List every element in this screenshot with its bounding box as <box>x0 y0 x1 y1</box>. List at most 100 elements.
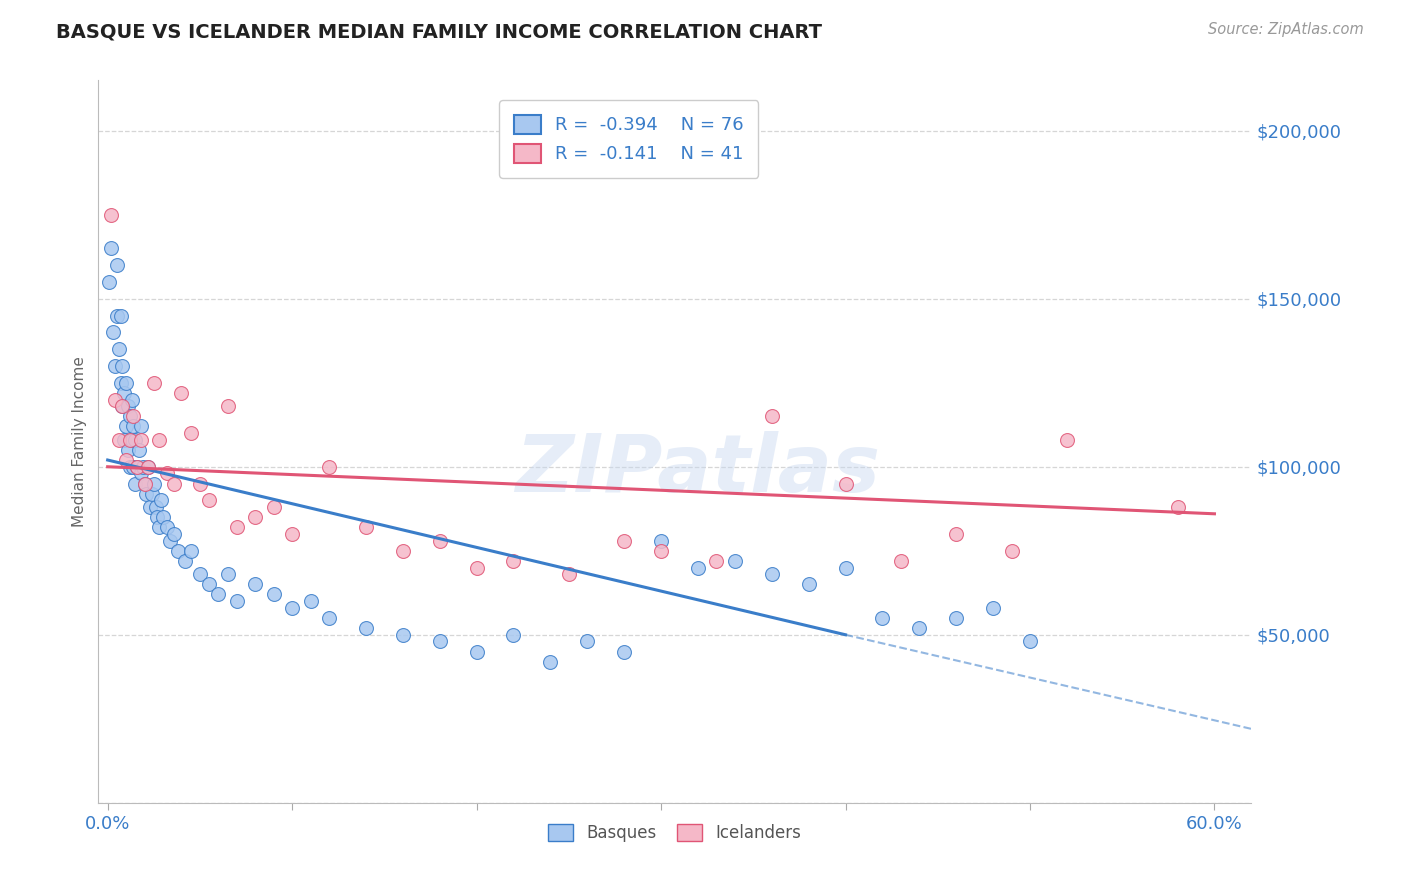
Point <box>117 399 139 413</box>
Point <box>174 554 197 568</box>
Text: BASQUE VS ICELANDER MEDIAN FAMILY INCOME CORRELATION CHART: BASQUE VS ICELANDER MEDIAN FAMILY INCOME… <box>56 22 823 41</box>
Point <box>613 533 636 548</box>
Point <box>129 419 152 434</box>
Point <box>558 567 581 582</box>
Point <box>141 486 163 500</box>
Point <box>318 611 340 625</box>
Point <box>115 453 138 467</box>
Point <box>131 459 153 474</box>
Point <box>134 476 156 491</box>
Point <box>429 533 451 548</box>
Point <box>122 459 145 474</box>
Point <box>761 567 783 582</box>
Point <box>188 476 211 491</box>
Point <box>98 275 121 289</box>
Point <box>163 527 186 541</box>
Point <box>121 433 143 447</box>
Point <box>281 527 304 541</box>
Point <box>299 594 322 608</box>
Point <box>502 554 524 568</box>
Point <box>124 476 146 491</box>
Y-axis label: Median Family Income: Median Family Income <box>72 356 87 527</box>
Point <box>650 533 672 548</box>
Point <box>115 376 138 390</box>
Point <box>170 385 193 400</box>
Point <box>908 621 931 635</box>
Point <box>107 433 129 447</box>
Point <box>105 258 128 272</box>
Point <box>118 433 141 447</box>
Point <box>225 520 247 534</box>
Point <box>180 543 202 558</box>
Point <box>148 520 170 534</box>
Point <box>163 476 186 491</box>
Point <box>1056 433 1078 447</box>
Point <box>122 409 145 424</box>
Point <box>122 419 145 434</box>
Point <box>156 520 179 534</box>
Point <box>124 433 146 447</box>
Point <box>128 442 150 457</box>
Point <box>245 510 267 524</box>
Point <box>112 433 135 447</box>
Point <box>188 567 211 582</box>
Point <box>225 594 247 608</box>
Point <box>890 554 912 568</box>
Point <box>354 621 377 635</box>
Point <box>391 628 413 642</box>
Point <box>198 577 221 591</box>
Text: ZIPatlas: ZIPatlas <box>516 432 880 509</box>
Point <box>136 459 159 474</box>
Point <box>281 600 304 615</box>
Point <box>465 644 488 658</box>
Point <box>263 587 285 601</box>
Point <box>146 510 169 524</box>
Text: Source: ZipAtlas.com: Source: ZipAtlas.com <box>1208 22 1364 37</box>
Point <box>100 208 122 222</box>
Point <box>945 527 967 541</box>
Point <box>142 476 165 491</box>
Point <box>111 399 134 413</box>
Point <box>150 493 173 508</box>
Point <box>118 409 141 424</box>
Point <box>429 634 451 648</box>
Point <box>129 467 152 481</box>
Point <box>101 326 124 340</box>
Point <box>650 543 672 558</box>
Point <box>538 655 561 669</box>
Point <box>117 442 139 457</box>
Point <box>217 567 239 582</box>
Point <box>145 500 167 514</box>
Point <box>686 560 709 574</box>
Point <box>465 560 488 574</box>
Point <box>156 467 179 481</box>
Point <box>180 426 202 441</box>
Point <box>127 459 149 474</box>
Point <box>613 644 636 658</box>
Point <box>981 600 1004 615</box>
Point <box>834 560 856 574</box>
Point <box>110 376 132 390</box>
Point <box>834 476 856 491</box>
Point <box>706 554 728 568</box>
Point <box>159 533 181 548</box>
Point <box>166 543 188 558</box>
Point <box>761 409 783 424</box>
Point <box>797 577 820 591</box>
Point <box>945 611 967 625</box>
Point <box>142 376 165 390</box>
Point <box>121 392 143 407</box>
Point <box>111 399 134 413</box>
Point <box>576 634 599 648</box>
Legend: Basques, Icelanders: Basques, Icelanders <box>541 817 808 848</box>
Point <box>152 510 174 524</box>
Point <box>318 459 340 474</box>
Point <box>110 309 132 323</box>
Point <box>1167 500 1189 514</box>
Point <box>104 392 127 407</box>
Point <box>1000 543 1022 558</box>
Point <box>872 611 894 625</box>
Point <box>127 459 149 474</box>
Point <box>135 486 157 500</box>
Point <box>139 500 162 514</box>
